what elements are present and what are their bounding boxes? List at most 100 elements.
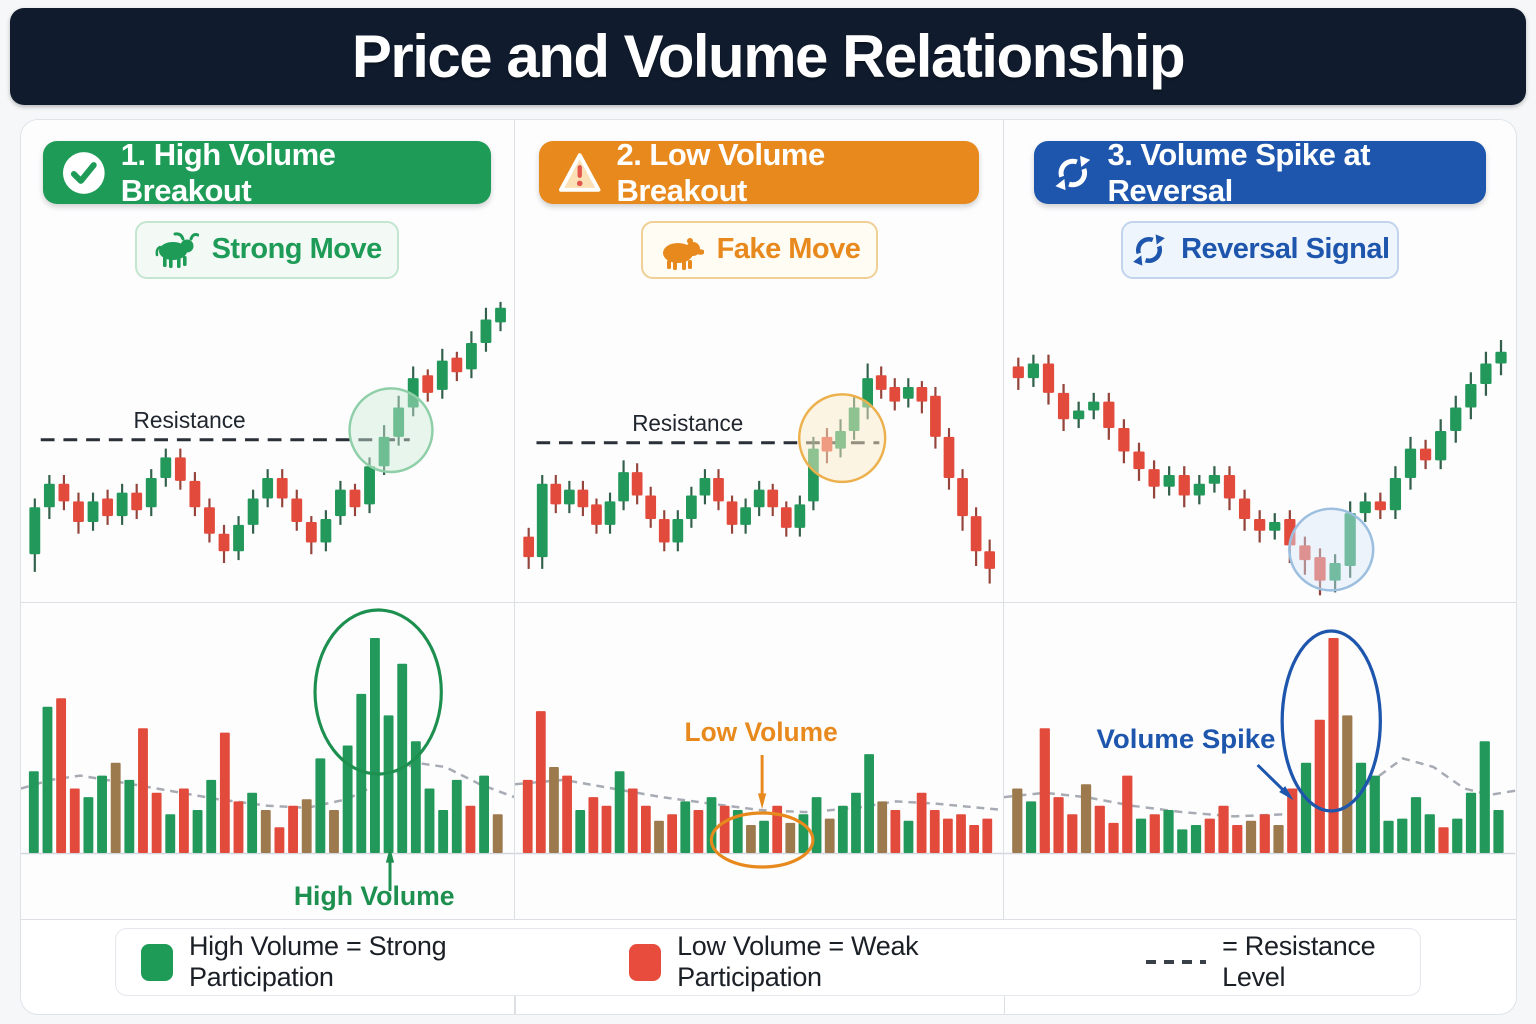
legend-label: Low Volume = Weak Participation [677,931,919,992]
volume-bar [745,825,756,853]
candle-body [1027,363,1040,378]
candle-body [28,507,40,554]
volume-bar [1218,805,1229,853]
candle-body [334,489,346,516]
volume-bar [706,797,717,853]
volume-bar [1452,818,1463,853]
volume-bar [562,775,572,853]
volume-bar [328,810,339,853]
volume-bar [548,767,559,853]
candle-body [494,307,506,323]
volume-bar [1259,814,1271,853]
candle-body [943,436,955,478]
volume-highlight-ellipse [312,608,443,776]
badge-strong-move: Strong Move [135,221,400,279]
volume-bar [890,810,901,853]
candle-body [276,477,288,499]
candle-body [1058,392,1070,419]
volume-bar [1108,822,1119,853]
page-title: Price and Volume Relationship [351,23,1186,90]
candle-body [550,483,561,505]
volume-highlight-ellipse [709,811,815,869]
candle-body [875,374,887,390]
candle-body [889,386,900,402]
volume-bar [1438,827,1449,853]
volume-panel-low-volume: Low Volume [514,603,1005,920]
volume-highlight-ellipse [1280,629,1383,813]
candle-body [631,471,643,496]
candle-body [1163,474,1175,487]
volume-bar [1328,638,1339,853]
candle-body [43,483,55,508]
volume-bar [732,810,743,853]
candle-body [1329,562,1341,581]
legend-item-low-volume: Low Volume = Weak Participation [629,931,1026,993]
candle-body [699,477,711,496]
volume-bar [1479,741,1491,853]
volume-bar [123,779,134,853]
candle-body [130,492,142,510]
candle-body [159,457,171,478]
volume-ma-line [20,761,514,810]
volume-bar [640,805,651,853]
candle-body [1239,498,1251,519]
volume-bar [1383,820,1394,853]
volume-bar [1301,762,1312,853]
candle-body [72,501,84,522]
volume-bar [627,788,638,853]
resistance-label: Resistance [133,406,245,432]
volume-bar [437,810,448,853]
volume-bar [759,820,769,853]
badge-label: Strong Move [211,233,383,266]
chart-grid: 1. High Volume Breakout Str [20,120,1516,920]
candle-body [753,489,765,508]
volume-bar [1466,792,1477,853]
volume-ma-line [514,778,1004,814]
candle-body [261,477,273,499]
candle-body [1284,518,1296,546]
volume-bar [575,810,585,853]
candle-body [1495,351,1507,364]
candle-body [465,342,477,370]
volume-bar [693,810,704,853]
volume-bar [916,792,927,853]
candle-body [563,489,575,505]
volume-bar [824,818,835,853]
volume-bar [1369,775,1381,853]
candle-body [970,515,982,552]
candle-body [57,483,69,502]
volume-bar [82,797,93,853]
candle-body [1435,430,1447,461]
legend-item-resistance: = Resistance Level [1145,931,1420,993]
volume-bar [719,805,730,853]
candle-body [421,374,433,393]
candle-body [247,498,259,525]
volume-bar [478,775,489,853]
candle-body [645,495,656,519]
candle-body [1314,556,1326,581]
cycle-arrows-icon [1055,155,1091,190]
candle-body [685,495,697,519]
banner-label: 3. Volume Spike at Reversal [1107,136,1371,208]
candle-body [740,507,751,525]
candle-body [392,407,404,437]
volume-chart-low-volume: Low Volume [514,711,1004,869]
price-chart-volume-spike-reversal [1012,339,1507,596]
candle-body [590,504,602,525]
candle-body [577,489,589,508]
volume-bar [396,663,407,853]
volume-bar [955,814,966,853]
volume-bar [680,801,690,853]
candle-body [305,521,317,543]
candle-body [145,477,157,508]
annotation-arrow [1256,763,1288,795]
panel-volume-spike-reversal: 3. Volume Spike at Reversal Reversal Sig… [1004,120,1516,603]
volume-annotation-label: High Volume [293,881,454,911]
title-bar: Price and Volume Relationship [10,8,1526,105]
candle-body [1043,363,1055,393]
candle-body [1073,410,1085,419]
candle-body [1254,518,1266,531]
candle-body [319,518,331,543]
volume-bar [465,805,475,853]
candle-body [1012,366,1025,378]
